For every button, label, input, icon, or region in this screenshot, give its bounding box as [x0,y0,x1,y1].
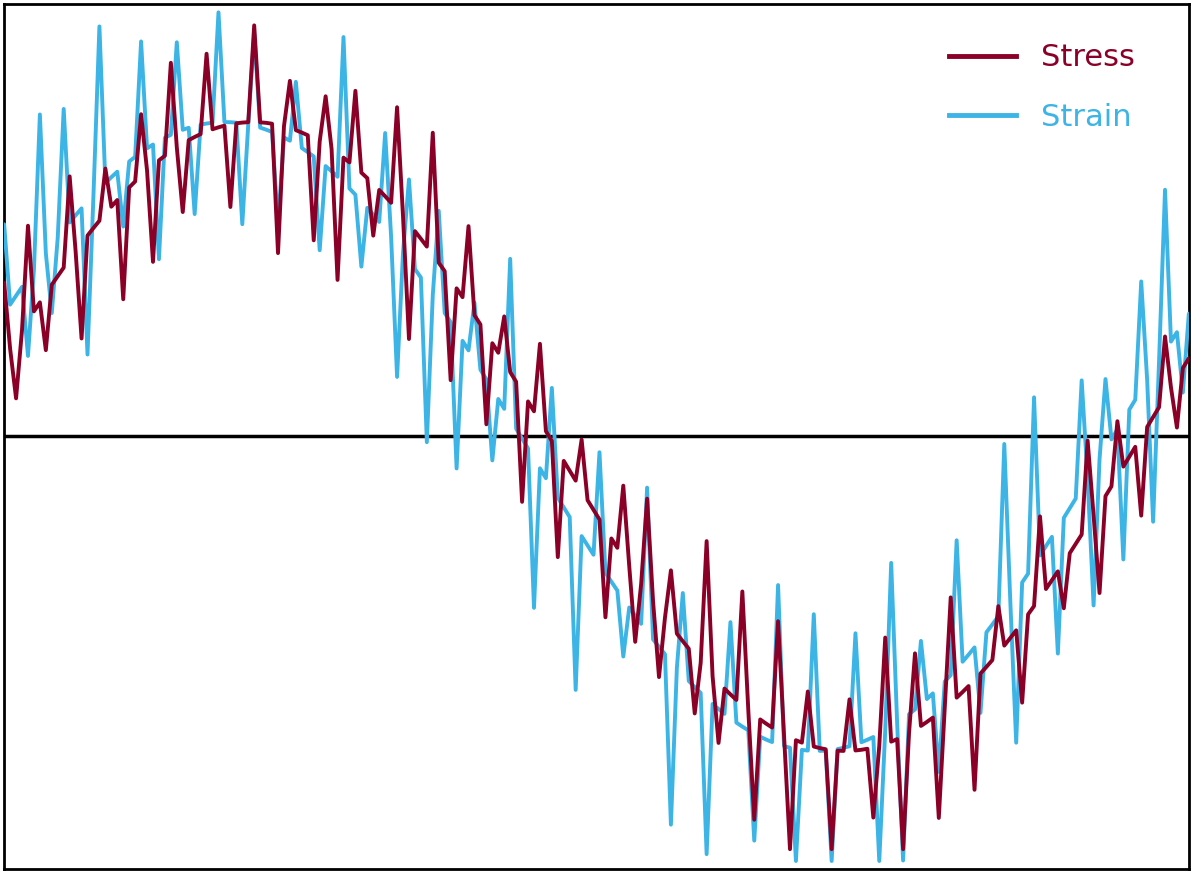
Legend: Stress, Strain: Stress, Strain [934,28,1150,148]
